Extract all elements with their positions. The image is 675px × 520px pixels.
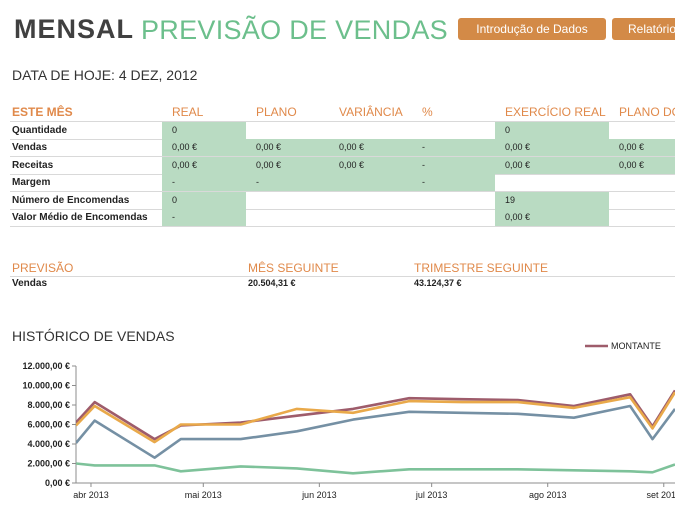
col-header-this-month: ESTE MÊS [12,105,73,119]
table-cell-quantity[interactable] [412,122,495,139]
table-cell-revenue[interactable]: 0,00 € [495,156,609,174]
table-cell-sales[interactable]: 0,00 € [246,139,329,157]
col-header-actual: REAL [172,105,204,119]
series-line-2 [76,391,675,444]
x-tick-label: jun 2013 [301,490,337,500]
page-subtitle: PREVISÃO DE VENDAS [141,15,448,45]
table-cell-avg-order-value[interactable] [246,209,329,226]
page-title: MENSAL [14,14,134,44]
table-cell-order-count[interactable]: 0 [162,191,246,209]
row-label-sales: Vendas [12,142,48,154]
col-header-plan: PLANO [256,105,297,119]
forecast-row-label: Vendas [12,278,48,289]
table-cell-margin[interactable] [329,174,412,192]
row-label-order-count: Número de Encomendas [12,194,130,206]
forecast-next-quarter-header: TRIMESTRE SEGUINTE [414,261,549,275]
row-label-revenue: Receitas [12,159,54,171]
table-cell-revenue[interactable]: 0,00 € [609,156,675,174]
table-cell-quantity[interactable] [329,122,412,139]
table-cell-sales[interactable]: - [412,139,495,157]
col-header-year-plan: PLANO DO [619,105,675,119]
x-tick-label: jul 2013 [415,490,448,500]
sales-history-chart: 0,00 € 2.000,00 € 4.000,00 € 6.000,00 € 8.00… [22,341,675,500]
forecast-next-quarter-value: 43.124,37 € [414,278,462,288]
forecast-next-month-value: 20.504,31 € [248,278,296,288]
table-cell-avg-order-value[interactable] [609,209,675,226]
y-tick-label: 0,00 € [45,478,70,488]
x-tick-label: abr 2013 [73,490,109,500]
forecast-header: PREVISÃO [12,261,74,275]
col-header-variance: VARIÂNCIA [339,105,403,119]
report-button[interactable]: Relatório [612,18,675,40]
row-label-quantity: Quantidade [12,125,68,136]
forecast-divider [10,276,675,277]
table-cell-order-count[interactable] [329,192,412,209]
row-divider [10,226,675,227]
y-tick-label: 4.000,00 € [27,439,70,449]
table-divider [10,121,675,122]
table-cell-revenue[interactable]: 0,00 € [162,156,246,174]
row-divider [10,191,675,193]
y-tick-label: 6.000,00 € [27,420,70,430]
table-cell-revenue[interactable]: 0,00 € [329,156,412,174]
x-tick-label: mai 2013 [185,490,222,500]
table-cell-quantity[interactable] [246,122,329,139]
table-cell-margin[interactable]: - [162,174,246,192]
table-cell-margin[interactable]: - [412,174,495,192]
table-cell-avg-order-value[interactable] [412,209,495,226]
table-cell-quantity[interactable] [609,122,675,139]
col-header-percent: % [422,105,433,119]
x-tick-label: ago 2013 [529,490,567,500]
table-cell-sales[interactable]: 0,00 € [495,139,609,157]
legend-label: MONTANTE [611,341,661,351]
row-label-margin: Margem [12,177,51,189]
x-tick-label: set 2013 [647,490,675,500]
forecast-next-month-header: MÊS SEGUINTE [248,261,339,275]
y-tick-label: 12.000,00 € [22,361,70,371]
table-cell-margin[interactable]: - [246,174,329,192]
series-line-1 [76,389,675,441]
table-cell-margin[interactable] [609,174,675,191]
series-line-3 [76,404,675,459]
col-header-year-actual: EXERCÍCIO REAL [505,105,606,119]
row-divider [10,208,675,210]
todays-date: DATA DE HOJE: 4 DEZ, 2012 [12,67,198,83]
y-tick-label: 10.000,00 € [22,381,70,391]
table-cell-sales[interactable]: 0,00 € [609,139,675,157]
table-cell-order-count[interactable] [246,192,329,209]
table-cell-margin[interactable] [495,174,609,191]
table-cell-avg-order-value[interactable]: - [162,209,246,226]
table-cell-sales[interactable]: 0,00 € [329,139,412,157]
table-cell-quantity[interactable]: 0 [495,122,609,139]
table-cell-quantity[interactable]: 0 [162,122,246,139]
table-cell-avg-order-value[interactable]: 0,00 € [495,209,609,226]
table-cell-revenue[interactable]: - [412,156,495,174]
table-cell-sales[interactable]: 0,00 € [162,139,246,157]
table-cell-order-count[interactable] [609,192,675,209]
row-label-avg-order-value: Valor Médio de Encomendas [12,212,148,223]
y-tick-label: 8.000,00 € [27,400,70,410]
table-cell-order-count[interactable]: 19 [495,191,609,209]
table-cell-revenue[interactable]: 0,00 € [246,156,329,174]
table-cell-avg-order-value[interactable] [329,209,412,226]
chart-title: HISTÓRICO DE VENDAS [12,328,175,344]
table-cell-order-count[interactable] [412,192,495,209]
y-tick-label: 2.000,00 € [27,459,70,469]
data-entry-button[interactable]: Introdução de Dados [458,18,606,40]
series-line-4 [76,462,675,475]
